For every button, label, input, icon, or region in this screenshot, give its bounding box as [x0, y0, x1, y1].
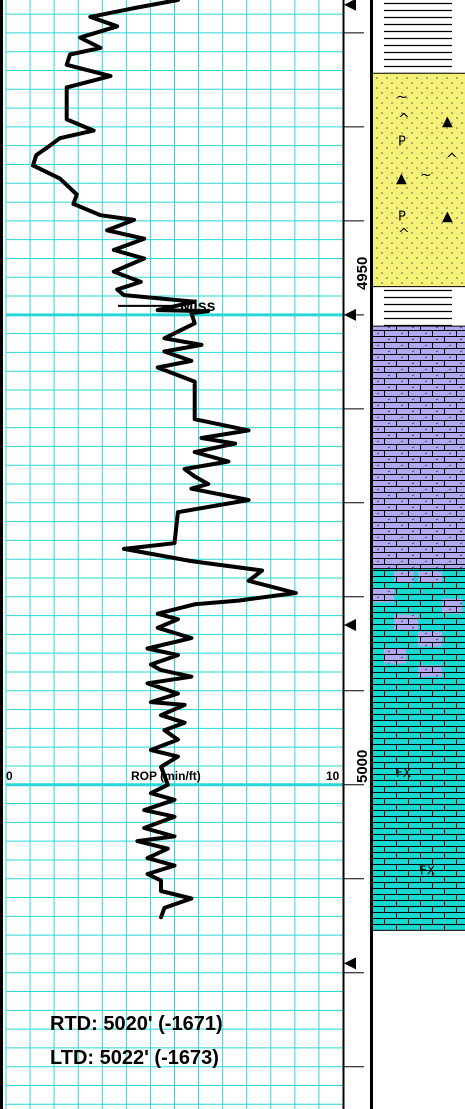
- scale-min-label: 0: [6, 769, 13, 783]
- symbol-fossil: FX: [420, 864, 435, 878]
- chart-grid: [5, 0, 364, 1109]
- depth-markers: [118, 0, 356, 970]
- depth-label-4950: 4950: [354, 257, 371, 290]
- lithology-inclusion: [418, 571, 442, 583]
- lithology-column: ~ ~ P P ▲ ▲ ▲ ^ ^ ^ FX FX: [372, 0, 465, 931]
- symbol-fossil: FX: [396, 766, 411, 780]
- depth-marker-arrow: [344, 618, 356, 631]
- formation-top-label-miss: Miss: [180, 298, 216, 315]
- symbol-wavy: ~: [396, 89, 408, 105]
- lithology-inclusion: [384, 648, 406, 664]
- symbol-wavy: ~: [420, 167, 432, 183]
- symbol-caret: ^: [446, 151, 458, 167]
- symbol-caret: ^: [398, 111, 410, 127]
- lithology-inclusion: [442, 598, 462, 614]
- lithology-limestone: [372, 568, 465, 931]
- lithology-shale: [372, 286, 465, 327]
- lithology-dolomitic-limestone: [372, 326, 465, 569]
- lithology-shale: [372, 0, 465, 74]
- lithology-inclusion: [394, 614, 418, 630]
- symbol-pellet: P: [398, 134, 406, 149]
- symbol-caret: ^: [398, 226, 410, 242]
- symbol-chert: ▲: [442, 113, 453, 129]
- lithology-inclusion: [394, 571, 414, 583]
- depth-marker-arrow: [344, 0, 356, 11]
- lithology-inclusion: [372, 588, 394, 603]
- depth-marker-arrow: [344, 957, 356, 970]
- lithology-inclusion: [418, 631, 442, 647]
- symbol-chert: ▲: [396, 170, 407, 186]
- lithology-sandstone: [372, 73, 465, 287]
- scale-max-label: 10: [326, 769, 340, 783]
- depth-label-5000: 5000: [354, 750, 371, 783]
- lithology-inclusion: [418, 665, 442, 677]
- symbol-chert: ▲: [442, 208, 453, 224]
- ltd-note: LTD: 5022' (-1673): [50, 1047, 219, 1069]
- depth-marker-arrow: [344, 308, 356, 321]
- curve-label: ROP (min/ft): [131, 769, 201, 783]
- rop-curve-line: [31, 0, 298, 920]
- symbol-pellet: P: [398, 209, 406, 224]
- chart-labels: 0 ROP (min/ft) 10 4950 5000 Miss RTD: 50…: [6, 257, 371, 1069]
- rtd-note: RTD: 5020' (-1671): [50, 1013, 223, 1035]
